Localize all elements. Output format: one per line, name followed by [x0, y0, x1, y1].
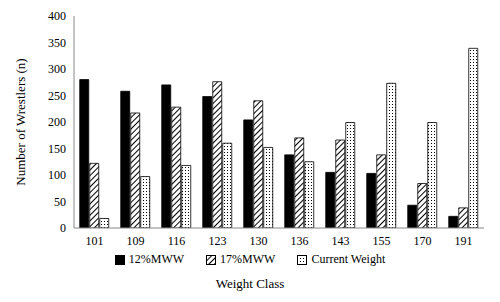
- svg-text:170: 170: [414, 234, 432, 248]
- svg-text:143: 143: [332, 234, 350, 248]
- svg-text:200: 200: [48, 115, 66, 129]
- svg-text:130: 130: [250, 234, 268, 248]
- svg-text:0: 0: [60, 221, 66, 235]
- svg-text:155: 155: [373, 234, 391, 248]
- svg-text:300: 300: [48, 62, 66, 76]
- svg-text:400: 400: [48, 9, 66, 23]
- svg-text:350: 350: [48, 36, 66, 50]
- html-text:12%MWW: 12%MWW: [128, 252, 185, 266]
- svg-text:50: 50: [54, 195, 66, 209]
- html-text:Current Weight: Current Weight: [311, 252, 386, 266]
- svg-text:101: 101: [86, 234, 104, 248]
- html-text:17%MWW: 17%MWW: [220, 252, 276, 266]
- svg-text:100: 100: [48, 168, 66, 182]
- svg-text:Number of Wrestlers (n): Number of Wrestlers (n): [13, 58, 28, 185]
- svg-text:136: 136: [291, 234, 309, 248]
- svg-text:123: 123: [209, 234, 227, 248]
- html-text:Weight Class: Weight Class: [215, 276, 285, 291]
- svg-text:150: 150: [48, 142, 66, 156]
- svg-text:116: 116: [168, 234, 186, 248]
- svg-text:250: 250: [48, 89, 66, 103]
- svg-text:191: 191: [455, 234, 473, 248]
- svg-text:109: 109: [127, 234, 145, 248]
